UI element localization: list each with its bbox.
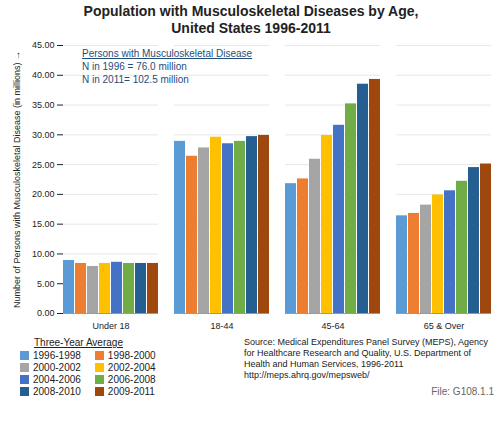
html-text:2008-2010: 2008-2010 [33,386,81,397]
svg-text:15.00: 15.00 [32,219,55,229]
html-text:2000-2002: 2000-2002 [33,362,81,373]
svg-text:35.00: 35.00 [32,100,55,110]
svg-text:0.00: 0.00 [37,308,55,318]
svg-text:Under 18: Under 18 [92,321,129,331]
html-text:File: G108.1.1: File: G108.1.1 [431,386,494,397]
svg-text:40.00: 40.00 [32,70,55,80]
html-text:Source: Medical Expenditures P: Source: Medical Expenditures Panel Surve… [244,337,489,380]
html-text:2002-2004: 2002-2004 [107,362,156,373]
svg-text:18-44: 18-44 [210,321,233,331]
html-text:2009-2011: 2009-2011 [107,386,155,397]
html-text:2004-2006: 2004-2006 [33,374,81,385]
svg-text:45.00: 45.00 [32,40,55,50]
html-text:Population with Musculoskeleta: Population with Musculoskeletal Diseases… [83,3,419,36]
html-text:N in 2011= 102.5 million: N in 2011= 102.5 million [82,74,189,85]
html-text:N in 1996 = 76.0 million: N in 1996 = 76.0 million [82,61,187,72]
html-text:Three-Year Average: Three-Year Average [34,337,123,348]
svg-text:65 & Over: 65 & Over [424,321,465,331]
svg-text:30.00: 30.00 [32,130,55,140]
html-text:1998-2000: 1998-2000 [107,350,156,361]
svg-text:20.00: 20.00 [32,189,55,199]
svg-text:25.00: 25.00 [32,159,55,169]
html-text:2006-2008: 2006-2008 [107,374,156,385]
svg-text:Number of Persons with Musculo: Number of Persons with Musculoskeletal D… [12,51,22,308]
svg-text:45-64: 45-64 [321,321,344,331]
svg-text:5.00: 5.00 [37,279,55,289]
svg-text:10.00: 10.00 [32,249,55,259]
html-text:1996-1998: 1996-1998 [33,350,81,361]
html-text:Persons with Musculoskeletal D: Persons with Musculoskeletal Disease [82,48,253,59]
